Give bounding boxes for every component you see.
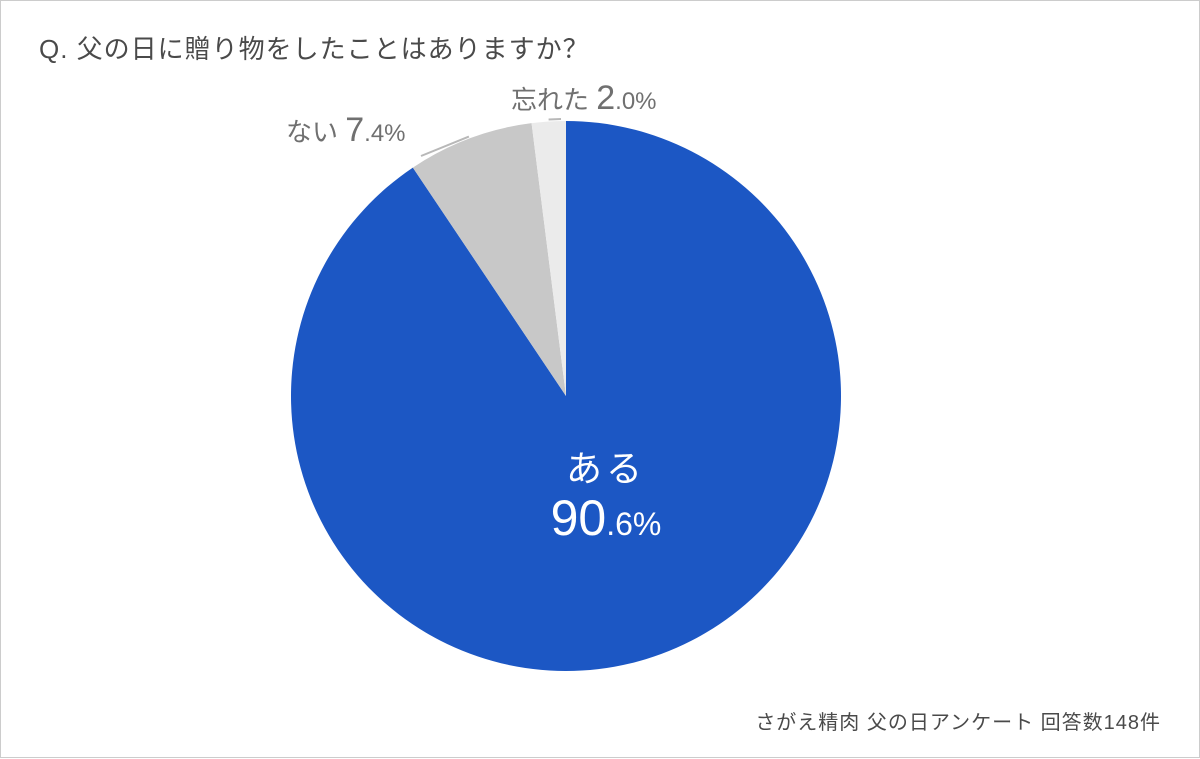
label-nai: ない 7.4%	[286, 111, 406, 149]
chart-footer: さがえ精肉 父の日アンケート 回答数148件	[755, 706, 1161, 735]
pie-chart: ない 7.4%忘れた 2.0%ある90.6%	[1, 1, 1199, 757]
chart-container: Q. 父の日に贈り物をしたことはありますか？ ない 7.4%忘れた 2.0%ある…	[0, 0, 1200, 758]
label-wasureta: 忘れた 2.0%	[511, 79, 657, 117]
leader-line	[549, 119, 561, 120]
